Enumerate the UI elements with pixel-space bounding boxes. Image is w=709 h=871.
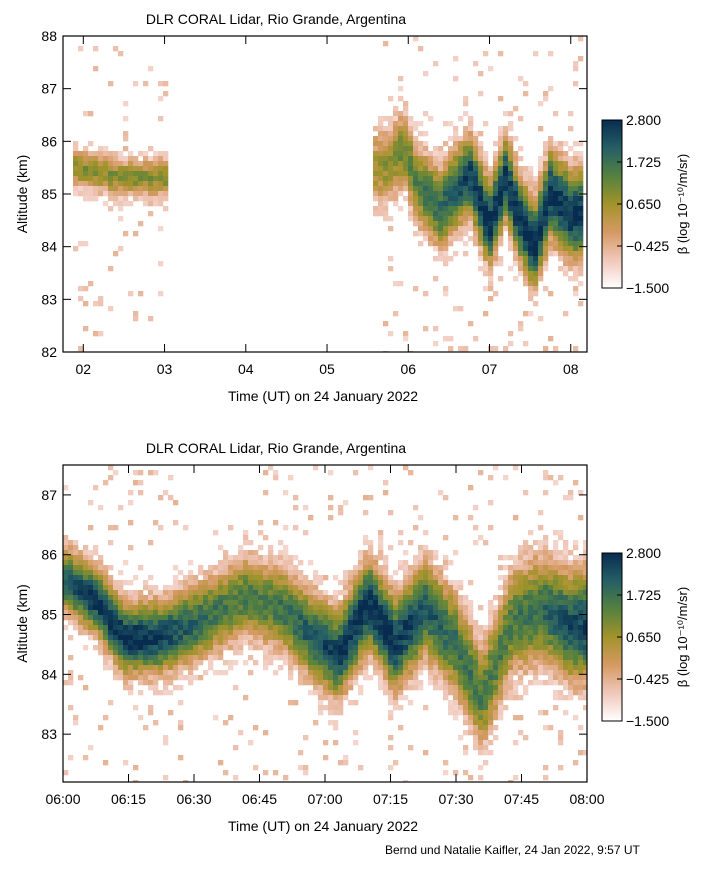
x-tick-label: 07:45 (504, 791, 539, 807)
y-tick-label: 85 (41, 607, 57, 623)
y-axis-label: Altitude (km) (14, 155, 30, 234)
y-tick-label: 88 (41, 28, 57, 44)
y-tick-label: 86 (41, 547, 57, 563)
colorbar-tick-label: −0.425 (626, 671, 669, 687)
chart-panel-top: 02 03 04 05 06 07 08 82 83 84 85 86 87 88 DLR CORAL Li… (14, 11, 690, 404)
colorbar-tick-label: 0.650 (626, 629, 661, 645)
colorbar-tick-label: 1.725 (626, 154, 661, 170)
chart-title: DLR CORAL Lidar, Rio Grande, Argentina (146, 11, 406, 27)
x-axis-label: Time (UT) on 24 January 2022 (228, 388, 418, 404)
x-tick-label: 06:00 (45, 791, 80, 807)
y-axis-label: Altitude (km) (14, 584, 30, 663)
colorbar: 2.800 1.725 0.650 −0.425 −1.500 β (log 10⁻¹⁰/… (601, 112, 690, 296)
x-tick-label: 07:30 (438, 791, 473, 807)
y-tick-label: 85 (41, 186, 57, 202)
y-tick-label: 83 (41, 291, 57, 307)
x-tick-label: 03 (157, 361, 173, 377)
x-tick-label: 07:15 (373, 791, 408, 807)
colorbar-label: β (log 10⁻¹⁰/m/sr) (675, 154, 690, 254)
colorbar-tick-label: 2.800 (626, 112, 661, 128)
x-tick-label: 07 (482, 361, 498, 377)
x-tick-label: 06:15 (111, 791, 146, 807)
colorbar-tick-label: 0.650 (626, 196, 661, 212)
heatmap-field (73, 36, 584, 352)
x-tick-label: 07:00 (307, 791, 342, 807)
y-tick-label: 84 (41, 666, 57, 682)
colorbar-label: β (log 10⁻¹⁰/m/sr) (675, 587, 690, 687)
colorbar-tick-label: −1.500 (626, 280, 669, 296)
x-axis-label: Time (UT) on 24 January 2022 (228, 818, 418, 834)
colorbar-tick-label: −1.500 (626, 713, 669, 729)
x-tick-label: 06 (400, 361, 416, 377)
x-tick-label: 06:30 (176, 791, 211, 807)
x-tick-label: 08 (563, 361, 579, 377)
colorbar: 2.800 1.725 0.650 −0.425 −1.500 β (log 10⁻¹⁰/… (601, 545, 690, 729)
y-tick-label: 86 (41, 133, 57, 149)
x-tick-label: 04 (238, 361, 254, 377)
y-tick-label: 87 (41, 487, 57, 503)
credit-text: Bernd und Natalie Kaifler, 24 Jan 2022, … (385, 843, 640, 857)
x-tick-label: 08:00 (569, 791, 604, 807)
y-tick-label: 82 (41, 344, 57, 360)
y-tick-label: 83 (41, 726, 57, 742)
colorbar-tick-label: 2.800 (626, 545, 661, 561)
x-tick-label: 02 (76, 361, 92, 377)
x-tick-label: 06:45 (242, 791, 277, 807)
colorbar-tick-label: 1.725 (626, 587, 661, 603)
heatmap-field (63, 465, 587, 782)
y-tick-label: 84 (41, 239, 57, 255)
chart-title: DLR CORAL Lidar, Rio Grande, Argentina (146, 440, 406, 456)
colorbar-tick-label: −0.425 (626, 238, 669, 254)
y-tick-label: 87 (41, 81, 57, 97)
x-tick-label: 05 (319, 361, 335, 377)
chart-panel-bottom: 06:00 06:15 06:30 06:45 07:00 07:15 07:30 07:45… (14, 440, 690, 834)
